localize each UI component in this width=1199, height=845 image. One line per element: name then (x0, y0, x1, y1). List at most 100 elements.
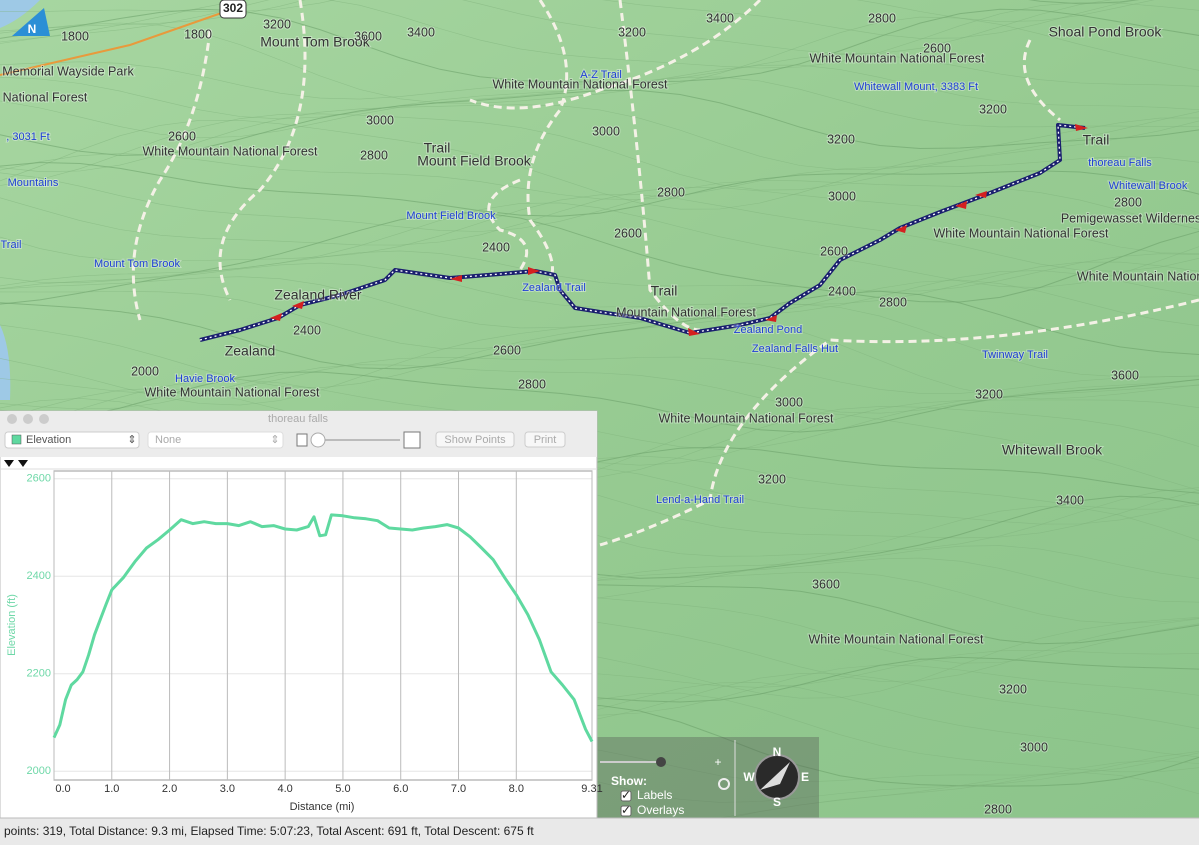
map-label: 3200 (979, 102, 1007, 116)
y-tick-label: 2000 (27, 765, 51, 777)
trail (599, 298, 1199, 547)
compass-needle (760, 762, 790, 790)
map-label: 2800 (657, 185, 685, 199)
contour (0, 290, 1199, 370)
contour (0, 318, 1199, 406)
map-label: 2400 (828, 284, 856, 298)
zoom-in-icon[interactable] (403, 431, 421, 449)
overlays-checkbox[interactable] (620, 805, 632, 817)
y-tick-label: 2600 (27, 473, 51, 485)
contour (0, 111, 1199, 191)
contour (0, 153, 1199, 200)
status-text: points: 319, Total Distance: 9.3 mi, Ela… (4, 824, 534, 838)
overlays-option: Overlays (637, 803, 684, 817)
close-button[interactable] (7, 414, 17, 424)
map-label: Zealand Falls Hut (752, 343, 838, 355)
zoom-in-icon[interactable]: + (714, 755, 721, 769)
map-label: 2000 (131, 364, 159, 378)
zoom-button[interactable] (39, 414, 49, 424)
print-button[interactable] (524, 431, 566, 448)
map-label: Havie Brook (175, 373, 235, 385)
x-tick-label: 2.0 (162, 783, 177, 795)
labels-option: Labels (637, 788, 672, 802)
map-label: Shoal Pond Brook (1049, 24, 1163, 40)
arrow (450, 275, 462, 282)
arrow (292, 301, 304, 309)
map-label: 2400 (293, 323, 321, 337)
range-markers[interactable] (4, 460, 28, 467)
map-label: 1800 (61, 29, 89, 43)
check: ✓ (621, 803, 631, 817)
map-label: Lend-a-Hand Trail (656, 494, 744, 506)
contour (0, 104, 1199, 172)
y-tick-label: 2400 (27, 570, 51, 582)
compass-w: W (743, 770, 755, 784)
trail (1022, 39, 1061, 122)
labels-checkbox[interactable] (620, 790, 632, 802)
contour (0, 387, 1199, 466)
map-label: 3600 (1111, 368, 1139, 382)
contour (0, 250, 1199, 292)
map-label: 2600 (820, 244, 848, 258)
trail (487, 178, 529, 271)
water (0, 0, 40, 28)
zoom-out-icon[interactable] (296, 433, 308, 447)
map-label: Mount Tom Brook (94, 258, 181, 270)
menu-arrows: ⇕ (270, 434, 279, 446)
contour (0, 356, 1199, 395)
show-points-button[interactable] (435, 431, 515, 448)
contour (0, 261, 1199, 308)
contour (0, 8, 1199, 83)
x-tick-label: 7.0 (451, 783, 466, 795)
map-label: White Mountain National Forest (142, 144, 318, 158)
north-badge-label: N (28, 22, 37, 36)
map-label: 3200 (999, 682, 1027, 696)
map-label: Zealand Pond (734, 324, 803, 336)
elevation-chart: 2000 2200 2400 2600 0.0 1.0 2.0 3.0 4.0 5.0 6.0 7.0… (27, 470, 603, 795)
map-label: White Mountain National Forest (658, 411, 834, 425)
map-label: 2600 (168, 129, 196, 143)
print-label: Print (534, 434, 557, 446)
x-tick-label: 1.0 (104, 783, 119, 795)
second-menu-label: None (155, 434, 181, 446)
map-label: 3200 (975, 387, 1003, 401)
show-label: Show: (611, 774, 647, 788)
contour (0, 303, 1199, 389)
map-label: White Mountain National Forest (933, 226, 1109, 240)
y-tick-label: 2200 (27, 668, 51, 680)
map-label: 3600 (812, 577, 840, 591)
x-tick-label: 4.0 (278, 783, 293, 795)
compass-s: S (773, 795, 781, 809)
map-label: White Mountain National Forest (808, 632, 984, 646)
second-menu[interactable] (147, 431, 284, 449)
map-label: 3000 (366, 113, 394, 127)
settings-icon[interactable] (718, 778, 730, 790)
minimize-button[interactable] (23, 414, 33, 424)
contour (0, 161, 1199, 217)
map-label: White Mountain National Forest (809, 51, 985, 65)
map-label: White Mountain National Forest (144, 385, 320, 399)
x-tick-label: 8.0 (509, 783, 524, 795)
map-label: Trail (651, 283, 678, 299)
map-label: 2800 (360, 148, 388, 162)
map-label: Trail (1083, 132, 1110, 148)
road (0, 9, 231, 76)
map-label: Mountain National Forest (616, 305, 756, 319)
data-menu[interactable] (4, 431, 140, 449)
map-label: Mount Tom Brook (260, 34, 370, 50)
slider-knob[interactable] (310, 432, 326, 448)
road-shield (219, 0, 247, 19)
north-badge[interactable] (12, 8, 50, 36)
x-tick-label: 0.0 (55, 783, 70, 795)
map-label: Zealand River (274, 287, 361, 303)
arrow (1075, 124, 1088, 131)
contour (0, 371, 1199, 433)
contour (0, 202, 1199, 288)
track-points (199, 124, 1086, 341)
zoom-knob[interactable] (656, 757, 666, 767)
contour (0, 0, 1155, 23)
map-label: Mount Field Brook (406, 210, 496, 222)
plot-area (53, 470, 593, 781)
x-tick-label: 5.0 (335, 783, 350, 795)
